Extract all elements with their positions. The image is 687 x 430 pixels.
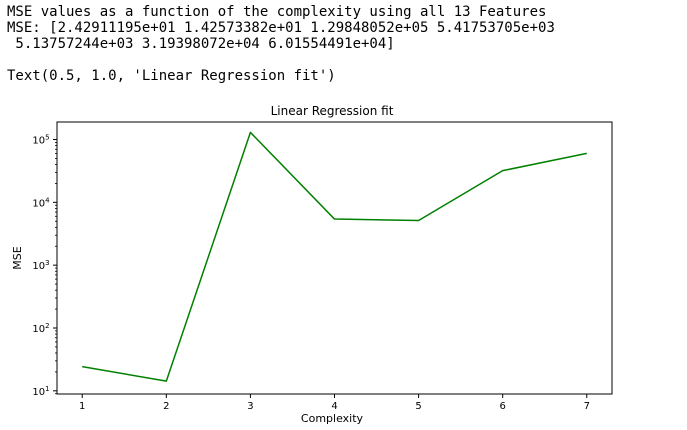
console-output: MSE values as a function of the complexi… — [7, 4, 555, 52]
x-tick-label: 5 — [415, 401, 421, 412]
console-line-1: MSE values as a function of the complexi… — [7, 4, 547, 20]
console-result: Text(0.5, 1.0, 'Linear Regression fit') — [7, 68, 336, 84]
y-tick-label: 102 — [32, 322, 49, 335]
x-tick-label: 3 — [247, 401, 253, 412]
x-tick-label: 4 — [331, 401, 337, 412]
x-tick-label: 1 — [79, 401, 85, 412]
y-tick-label: 103 — [32, 259, 49, 272]
console-line-2: MSE: [2.42911195e+01 1.42573382e+01 1.29… — [7, 20, 555, 36]
y-tick-label: 101 — [32, 385, 49, 398]
x-tick-label: 6 — [499, 401, 505, 412]
console-line-3: 5.13757244e+03 3.19398072e+04 6.01554491… — [7, 36, 395, 52]
x-tick-label: 2 — [163, 401, 169, 412]
x-axis-ticks: 1 2 3 4 5 6 7 — [79, 394, 590, 412]
series-group — [82, 131, 587, 382]
series-line — [82, 131, 587, 382]
plot-area-frame — [56, 121, 613, 395]
x-axis-label: Complexity — [301, 412, 364, 425]
y-axis-label: MSE — [11, 246, 24, 269]
chart-title: Linear Regression fit — [271, 104, 394, 118]
y-tick-label: 104 — [32, 196, 50, 209]
x-tick-label: 7 — [584, 401, 590, 412]
y-tick-label: 105 — [32, 134, 49, 147]
y-axis-ticks: 101 102 103 104 105 — [32, 134, 57, 398]
